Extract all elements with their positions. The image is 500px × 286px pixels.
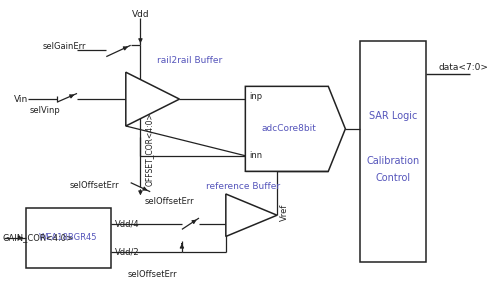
Text: selOffsetErr: selOffsetErr <box>70 181 119 190</box>
Text: rail2rail Buffer: rail2rail Buffer <box>156 56 222 65</box>
Text: adcCore8bit: adcCore8bit <box>262 124 316 133</box>
Text: Vdd: Vdd <box>132 10 150 19</box>
Bar <box>360 41 426 262</box>
Text: WEA18BGR45: WEA18BGR45 <box>39 233 98 242</box>
Text: Vdd/4: Vdd/4 <box>114 219 139 228</box>
Text: selOffsetErr: selOffsetErr <box>128 270 178 279</box>
Text: Vdd/2: Vdd/2 <box>114 248 139 257</box>
Text: selOffsetErr: selOffsetErr <box>145 196 194 206</box>
Text: OFFSET_COR<4:0>: OFFSET_COR<4:0> <box>144 112 154 186</box>
Text: Calibration: Calibration <box>366 156 420 166</box>
Text: Vref: Vref <box>280 204 289 221</box>
Text: selGainErr: selGainErr <box>43 42 86 51</box>
Text: Control: Control <box>375 173 410 183</box>
Text: selVinp: selVinp <box>30 106 60 115</box>
Text: inn: inn <box>249 151 262 160</box>
Text: data<7:0>: data<7:0> <box>438 63 488 72</box>
Text: GAIN_COR<4:0>: GAIN_COR<4:0> <box>3 233 74 242</box>
Bar <box>26 208 111 268</box>
Text: SAR Logic: SAR Logic <box>368 111 417 121</box>
Text: inp: inp <box>249 92 262 101</box>
Text: reference Buffer: reference Buffer <box>206 182 281 191</box>
Text: Vin: Vin <box>14 95 28 104</box>
Polygon shape <box>126 72 180 126</box>
Polygon shape <box>226 194 277 237</box>
Polygon shape <box>246 86 346 171</box>
